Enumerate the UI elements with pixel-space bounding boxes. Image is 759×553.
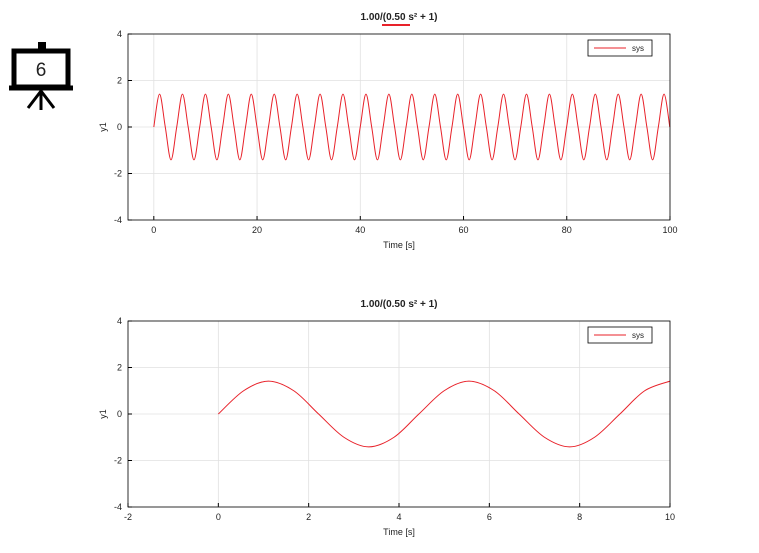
y-axis-label: y1 — [98, 122, 108, 132]
x-axis-label: Time [s] — [383, 240, 415, 250]
x-tick-label: 80 — [562, 225, 572, 235]
chart-title: 1.00/(0.50 s² + 1) — [361, 12, 438, 23]
x-tick-label: 6 — [487, 512, 492, 522]
legend-label: sys — [632, 331, 644, 340]
x-tick-label: 2 — [306, 512, 311, 522]
y-tick-label: 0 — [117, 122, 122, 132]
y-tick-label: 4 — [117, 316, 122, 326]
y-tick-label: 0 — [117, 409, 122, 419]
x-tick-label: -2 — [124, 512, 132, 522]
x-tick-label: 0 — [151, 225, 156, 235]
axes-frame — [127, 320, 671, 508]
x-tick-label: 100 — [662, 225, 677, 235]
series-line — [153, 93, 671, 161]
x-tick-label: 0 — [216, 512, 221, 522]
x-tick-label: 20 — [252, 225, 262, 235]
axes-frame — [127, 33, 671, 221]
y-tick-label: 2 — [117, 363, 122, 373]
legend-label: sys — [632, 44, 644, 53]
presentation-icon: 6 — [9, 42, 73, 110]
x-tick-label: 10 — [665, 512, 675, 522]
icon-label: 6 — [36, 60, 47, 81]
y-tick-label: 2 — [117, 76, 122, 86]
series-line — [217, 380, 671, 448]
y-tick-label: 4 — [117, 29, 122, 39]
y-tick-label: -2 — [114, 456, 122, 466]
x-tick-label: 4 — [396, 512, 401, 522]
y-tick-label: -4 — [114, 215, 122, 225]
x-tick-label: 60 — [459, 225, 469, 235]
x-tick-label: 40 — [355, 225, 365, 235]
y-tick-label: -4 — [114, 502, 122, 512]
y-tick-label: -2 — [114, 169, 122, 179]
x-tick-label: 8 — [577, 512, 582, 522]
chart-title: 1.00/(0.50 s² + 1) — [361, 299, 438, 310]
y-axis-label: y1 — [98, 409, 108, 419]
x-axis-label: Time [s] — [383, 527, 415, 537]
